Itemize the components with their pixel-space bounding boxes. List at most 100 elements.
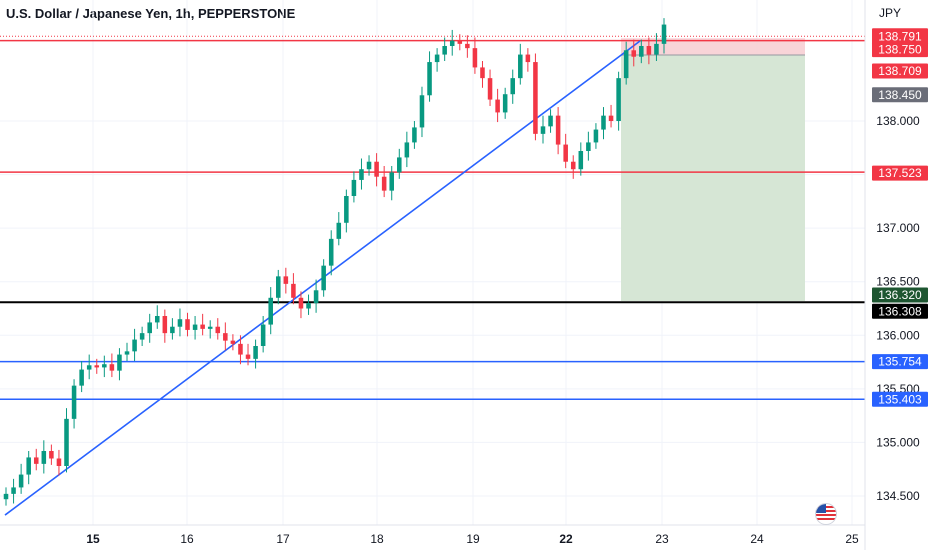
candle-body xyxy=(487,78,493,100)
position-zones xyxy=(621,38,805,302)
candle-body xyxy=(321,265,326,291)
candle-body xyxy=(570,161,576,170)
candle-body xyxy=(230,340,236,344)
candle-body xyxy=(102,364,107,368)
candle-body xyxy=(578,151,584,170)
candle-body xyxy=(374,161,379,177)
target-line-label-bg xyxy=(872,87,928,103)
candle-body xyxy=(654,43,659,55)
target-line-label: 138.450 xyxy=(878,88,922,102)
candle-body xyxy=(593,129,599,143)
candle-body xyxy=(64,418,69,466)
candle-body xyxy=(86,365,92,370)
level-label-135403: 135.403 xyxy=(878,392,922,406)
candle-body xyxy=(313,290,319,304)
level-label-136308-bg xyxy=(872,303,928,319)
candle-body xyxy=(298,297,304,309)
candle-body xyxy=(283,276,289,284)
candle-body xyxy=(245,354,251,359)
candle-body xyxy=(389,172,394,191)
level-label-137523-bg xyxy=(872,165,928,181)
price-tick-label: 137.000 xyxy=(876,221,920,235)
candle-body xyxy=(548,115,553,127)
stop-label: 138.709 xyxy=(878,64,922,78)
candle-body xyxy=(472,48,478,68)
candle-body xyxy=(533,62,538,134)
candle-body xyxy=(185,319,190,330)
chart-title: U.S. Dollar / Japanese Yen, 1h, PEPPERST… xyxy=(6,6,296,21)
candle-body xyxy=(540,126,546,134)
candle-body xyxy=(109,364,115,371)
date-tick-label: 25 xyxy=(845,532,859,546)
candle-body xyxy=(3,493,9,500)
candle-body xyxy=(623,50,629,79)
candle-body xyxy=(404,142,410,158)
candle-body xyxy=(26,457,31,475)
stop-label-bg xyxy=(872,63,928,79)
candle-body xyxy=(510,78,516,95)
candle-body xyxy=(238,343,243,355)
candle-body xyxy=(442,46,447,55)
candle-body xyxy=(465,43,470,49)
candle-body xyxy=(639,46,644,57)
date-tick-label: 18 xyxy=(370,532,384,546)
price-tick-label: 134.500 xyxy=(876,489,920,503)
candle-body xyxy=(276,276,281,298)
candle-body xyxy=(631,50,637,57)
candle-body xyxy=(223,333,228,341)
candle-body xyxy=(192,324,198,330)
level-label-135754-bg xyxy=(872,354,928,370)
candle-body xyxy=(41,451,47,464)
candle-body xyxy=(646,46,652,55)
candles xyxy=(3,18,667,506)
candle-body xyxy=(397,157,402,173)
candle-body xyxy=(601,115,606,130)
level-label-135403-bg xyxy=(872,391,928,407)
candle-body xyxy=(200,324,205,329)
candle-body xyxy=(381,176,387,191)
candle-body xyxy=(419,95,425,128)
candle-body xyxy=(18,474,24,488)
level-label-135754: 135.754 xyxy=(878,355,922,369)
candle-body xyxy=(260,324,266,346)
candle-body xyxy=(495,99,500,113)
candle-body xyxy=(154,316,160,323)
date-tick-label: 16 xyxy=(180,532,194,546)
price-tick-label: 136.000 xyxy=(876,328,920,342)
candle-body xyxy=(518,54,523,79)
target-label-bg xyxy=(872,287,928,303)
target-label: 136.320 xyxy=(878,288,922,302)
date-tick-label: 23 xyxy=(655,532,669,546)
candle-body xyxy=(427,62,432,96)
candle-body xyxy=(351,179,357,196)
candle-body xyxy=(412,127,417,143)
candle-body xyxy=(359,169,364,180)
candle-body xyxy=(336,222,342,239)
candle-body xyxy=(449,40,455,46)
price-labels: 138.79123:34138.750138.709138.450137.523… xyxy=(872,28,928,407)
candle-body xyxy=(147,322,152,334)
candle-body xyxy=(268,297,273,325)
candle-body xyxy=(56,458,62,466)
candle-body xyxy=(170,326,175,334)
current-price-label: 138.791 xyxy=(878,29,922,43)
price-tick-label: 138.000 xyxy=(876,114,920,128)
candle-body xyxy=(11,487,16,494)
date-tick-label: 19 xyxy=(466,532,480,546)
us-flag-icon[interactable] xyxy=(815,503,837,525)
date-tick-label: 22 xyxy=(559,532,573,546)
candle-body xyxy=(124,351,130,355)
candle-body xyxy=(253,346,258,359)
date-tick-label: 17 xyxy=(276,532,290,546)
candle-body xyxy=(563,144,568,162)
level-label-138750: 138.750 xyxy=(878,43,922,57)
time-axis[interactable]: 15 16 17 18 19 22 23 24 25 xyxy=(86,532,859,546)
level-label-138750-bg xyxy=(872,42,928,58)
reward-zone xyxy=(621,55,805,302)
horizontal-levels xyxy=(0,35,865,400)
candle-body xyxy=(457,40,463,44)
candle-body xyxy=(215,326,221,334)
candle-body xyxy=(586,142,591,151)
candle-body xyxy=(132,339,137,352)
